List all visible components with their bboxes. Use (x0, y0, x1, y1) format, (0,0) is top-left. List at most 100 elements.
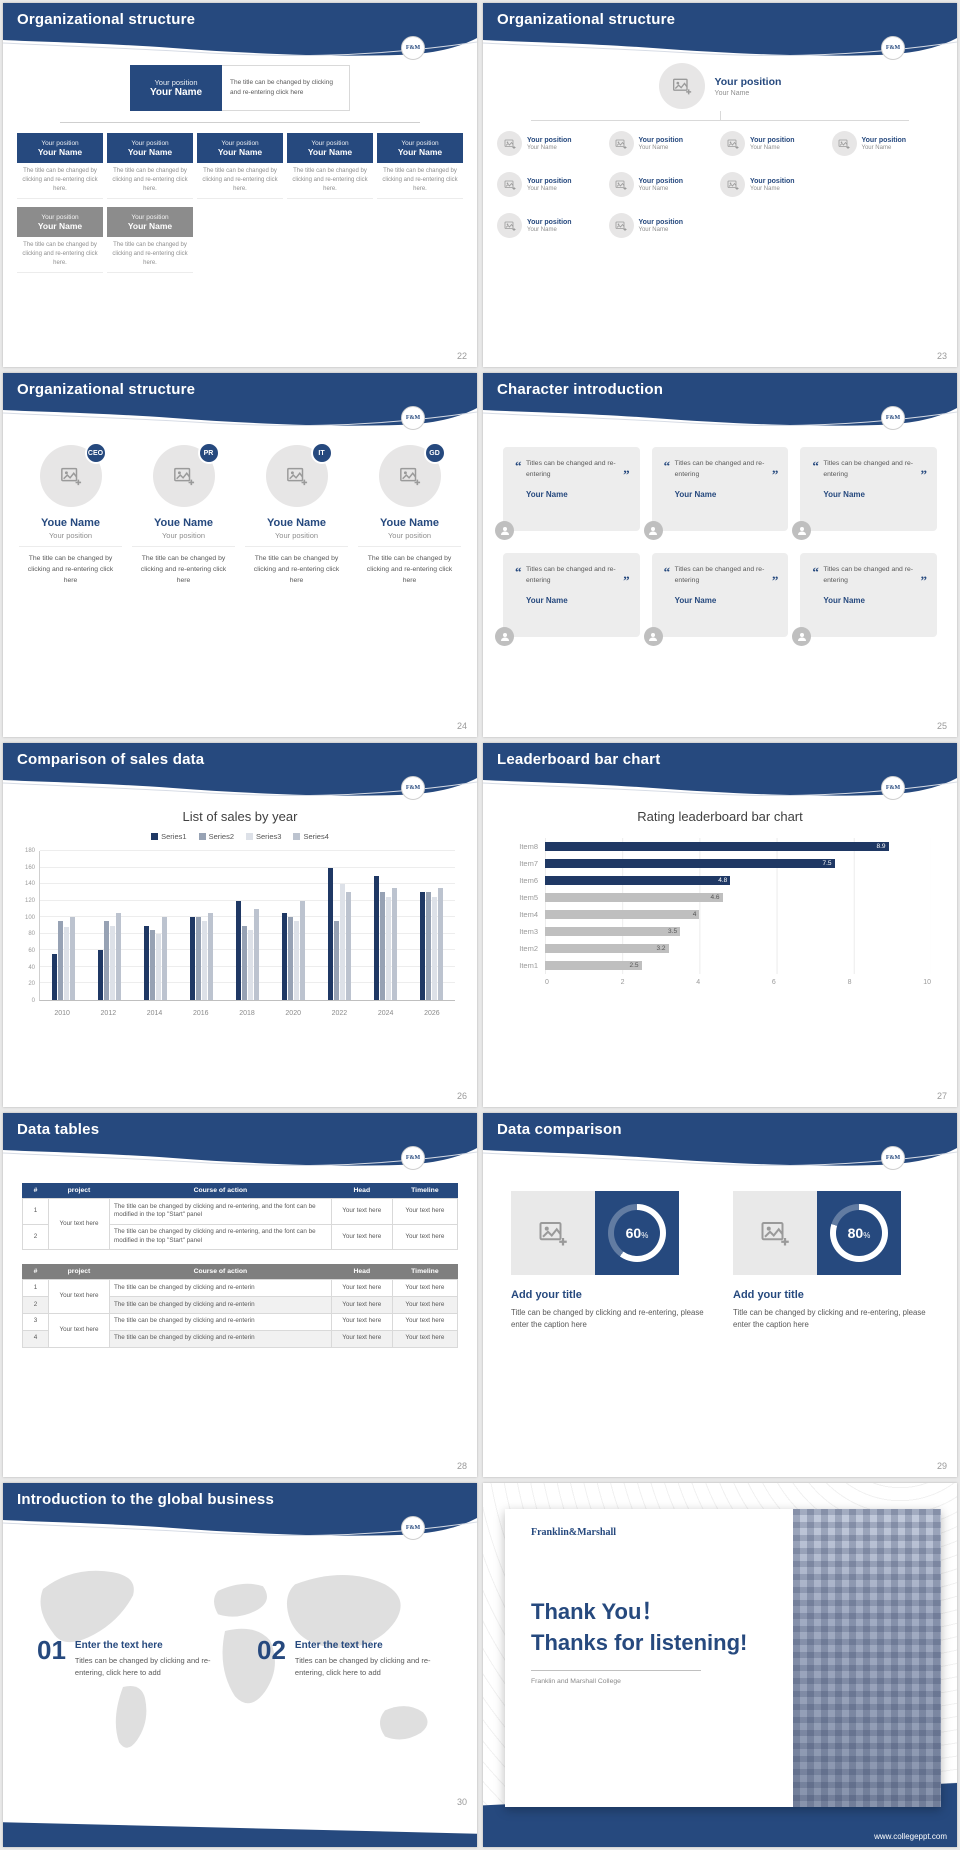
org-node: Your position Your Name (608, 131, 721, 156)
data-table-1: # project Course of action Head Timeline… (21, 1183, 459, 1251)
bar-Series2-2014 (149, 929, 155, 1000)
bar-Item2: 3.2 (545, 944, 669, 953)
slide-title: Data comparison (497, 1120, 622, 1138)
thank-you-card: Franklin&Marshall Thank You！ Thanks for … (505, 1509, 941, 1807)
legend-swatch (198, 833, 206, 840)
slide-26[interactable]: Comparison of sales data F&M List of sal… (3, 743, 477, 1107)
open-quote-icon: “ (515, 458, 522, 473)
chart-title: List of sales by year (182, 809, 298, 824)
bar-Series1-2020 (282, 913, 288, 1000)
person-card: IT Youe Name Your position The title can… (245, 442, 348, 587)
donut-chart: 60% (608, 1204, 666, 1262)
org-node: Your position Your Name The title can be … (17, 133, 103, 199)
legend-item: Series2 (198, 832, 234, 841)
bar-Series1-2010 (51, 954, 57, 1000)
header-wave (483, 1144, 957, 1167)
person-description: The title can be changed by clicking and… (366, 555, 453, 584)
slide-22[interactable]: Organizational structure F&M Your positi… (3, 3, 477, 367)
name-label: Your Name (674, 596, 717, 606)
quote-card: “Titles can be changed and re-entering” … (495, 553, 640, 646)
slide-24[interactable]: Organizational structure F&M CEO Youe Na… (3, 373, 477, 737)
node-description: The title can be changed by clicking and… (107, 237, 193, 273)
slide-title: Data tables (17, 1120, 100, 1138)
percent-value: 80 (847, 1225, 864, 1241)
header-wave (3, 774, 477, 797)
role-badge: PR (197, 442, 220, 464)
slide-title: Organizational structure (497, 10, 676, 28)
table-row: 2 The title can be changed by clicking a… (21, 1296, 459, 1314)
slide-header: Organizational structure F&M (483, 3, 957, 61)
merged-project-cell: Your text here (48, 1279, 110, 1314)
bar-Series1-2018 (235, 900, 241, 1000)
y-axis-labels: 180 160 140 120 100 80 60 40 20 0 (24, 848, 35, 1004)
bar-Series4-2012 (115, 913, 121, 1000)
page-number: 30 (456, 1797, 467, 1807)
column-header: # (22, 1183, 49, 1199)
slide-27[interactable]: Leaderboard bar chart F&M Rating leaderb… (483, 743, 957, 1107)
slide-28[interactable]: Data tables F&M # project Course of acti… (3, 1113, 477, 1477)
image-placeholder-icon (497, 213, 522, 238)
panel-caption: Title can be changed by clicking and re-… (511, 1308, 704, 1329)
open-quote-icon: “ (812, 458, 819, 473)
position-label: Your position (154, 78, 198, 87)
slide-25[interactable]: Character introduction F&M “Titles can b… (483, 373, 957, 737)
bar-Series2-2010 (57, 921, 63, 1000)
bar-group-2016 (189, 851, 213, 1000)
column-header: Timeline (392, 1183, 458, 1199)
name-label: Your Name (526, 490, 568, 500)
numbered-item: 01 Enter the text here Titles can be cha… (37, 1637, 223, 1678)
name-label: Your Name (823, 490, 865, 500)
org-connector-line (719, 111, 721, 120)
close-quote-icon: ” (771, 466, 779, 482)
bar-group-2018 (235, 851, 259, 1000)
org-node: Your position Your Name (720, 172, 832, 197)
position-label: Your position (19, 531, 122, 547)
bar-Series3-2016 (201, 921, 207, 1000)
bar-group-2014 (143, 851, 167, 1000)
x-axis-labels: 2010 2012 2014 2016 2018 2020 2022 2024 2026 (54, 1010, 440, 1017)
building-photo (793, 1509, 941, 1807)
bar-Item1: 2.5 (545, 961, 642, 970)
bar-Series4-2020 (300, 900, 306, 1000)
slide-header: Introduction to the global business F&M (3, 1483, 477, 1541)
donut-chart: 80% (830, 1204, 888, 1262)
name-label: Youe Name (379, 517, 440, 529)
quote-card: “Titles can be changed and re-entering” … (643, 553, 789, 646)
percent-sign: % (641, 1230, 649, 1240)
org-node: Your position Your Name (608, 172, 721, 197)
slide-29[interactable]: Data comparison F&M 60% (483, 1113, 957, 1477)
slide-header: Leaderboard bar chart F&M (483, 743, 957, 801)
quote-text: Titles can be changed and re-entering (823, 460, 914, 478)
bar-Series2-2012 (103, 921, 109, 1000)
bar-Series3-2020 (294, 921, 300, 1000)
close-quote-icon: ” (771, 572, 779, 588)
org-level-2: Your position Your Name The title can be … (3, 133, 477, 199)
panel-caption: Title can be changed by clicking and re-… (733, 1308, 926, 1329)
slide-23[interactable]: Organizational structure F&M Your positi… (483, 3, 957, 367)
name-label: Your Name (714, 89, 750, 97)
open-quote-icon: “ (812, 564, 819, 579)
item-number: 01 (37, 1635, 66, 1665)
slide-title: Comparison of sales data (17, 750, 205, 768)
org-tree: Your position Your Name Your position Your… (483, 131, 957, 238)
person-description: The title can be changed by clicking and… (27, 555, 114, 584)
bar-group-2012 (97, 851, 121, 1000)
bar-Item6: 4.8 (545, 876, 731, 885)
website-url: www.collegeppt.com (874, 1832, 947, 1841)
person-icon (792, 627, 812, 646)
role-badge: IT (310, 442, 333, 464)
item-number: 02 (257, 1635, 286, 1665)
quote-card: “Titles can be changed and re-entering” … (792, 447, 937, 540)
item-heading: Enter the text here (74, 1640, 163, 1651)
bar-Series2-2024 (380, 892, 386, 1000)
bar-row-Item3: Item3 3.5 (519, 923, 931, 940)
column-header: Course of action (109, 1264, 332, 1280)
franklin-marshall-logo: F&M (401, 1516, 425, 1540)
bar-Item8: 8.9 (545, 842, 889, 851)
slide-30[interactable]: Introduction to the global business F&M … (3, 1483, 477, 1847)
node-description: The title can be changed by clicking and… (17, 237, 103, 273)
page-number: 24 (456, 721, 467, 731)
slide-thank-you[interactable]: Franklin&Marshall Thank You！ Thanks for … (483, 1483, 957, 1847)
bottom-accent-band (3, 1822, 477, 1847)
